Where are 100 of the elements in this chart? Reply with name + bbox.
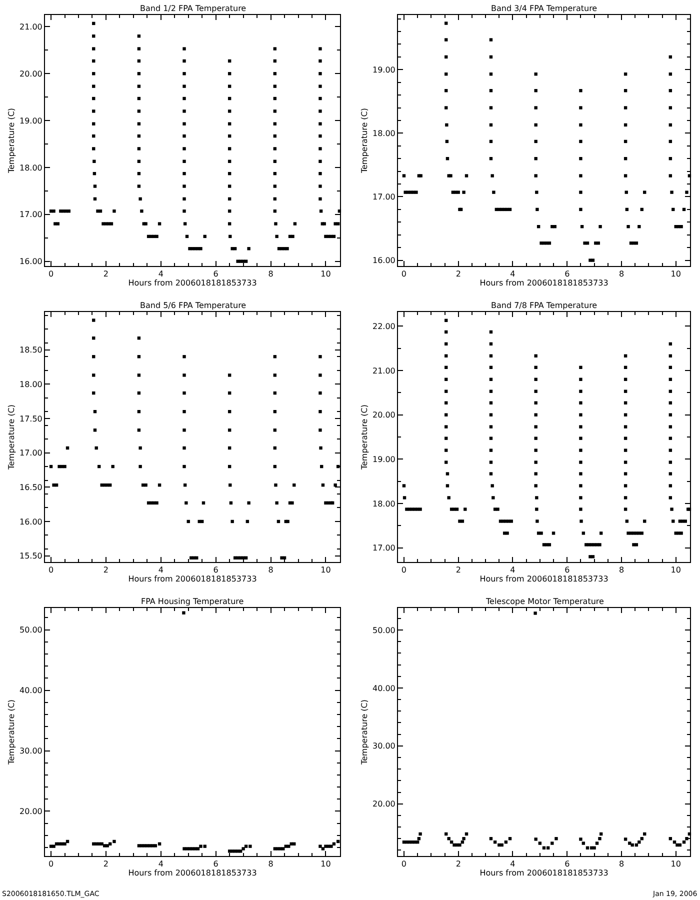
x-tick-label: 8 [268,860,274,869]
point [595,842,599,845]
y-axis-title: Temperature (C) [7,699,16,766]
point [534,612,537,615]
x-axis-title: Hours from 2006018181853733 [480,574,608,584]
point [244,844,248,848]
x-tick-label: 2 [456,270,461,279]
point [321,847,325,850]
point [282,847,285,850]
point [52,844,56,848]
y-tick-label: 16.00 [372,256,396,266]
x-axis-title: Hours from 2006018181853733 [128,868,257,878]
point [196,847,200,850]
y-tick-label: 19.00 [372,454,396,464]
x-tick-label: 6 [213,566,218,575]
chart-title: Band 3/4 FPA Temperature [491,4,598,13]
y-tick-label: 22.00 [372,322,396,331]
x-tick-label: 10 [670,860,681,869]
y-tick-label: 20.00 [372,800,396,809]
x-tick-label: 0 [401,860,407,869]
x-tick-label: 6 [564,566,570,575]
point [146,844,149,848]
x-tick-label: 4 [510,860,516,869]
point [151,844,154,848]
y-tick-label: 19.00 [19,116,42,126]
point [462,837,466,840]
x-tick-label: 0 [48,270,54,279]
y-tick-label: 18.00 [19,380,42,389]
x-axis-title: Hours from 2006018181853733 [128,574,257,584]
x-tick-label: 6 [213,270,218,279]
point [579,838,582,841]
x-tick-label: 2 [456,860,461,869]
x-tick-label: 4 [158,270,164,279]
x-tick-label: 8 [618,270,624,279]
y-axis-title: Temperature (C) [360,108,370,174]
y-tick-label: 17.00 [372,192,396,202]
x-tick-label: 0 [401,566,407,575]
point [140,844,144,848]
y-tick-label: 15.50 [19,552,42,561]
point [236,850,240,853]
x-tick-label: 10 [320,860,331,869]
y-axis-title: Temperature (C) [7,404,16,471]
x-tick-label: 4 [158,566,164,575]
y-tick-label: 50.00 [372,626,396,635]
x-tick-label: 2 [103,860,109,869]
x-axis-title: Hours from 2006018181853733 [480,278,608,288]
y-axis-title: Temperature (C) [7,108,16,174]
point [199,844,202,848]
point [242,847,245,850]
point [194,847,197,850]
y-tick-label: 17.00 [19,210,42,220]
x-tick-label: 2 [103,566,109,575]
x-tick-label: 8 [268,270,274,279]
x-tick-label: 10 [670,566,681,575]
x-tick-label: 8 [618,566,624,575]
y-axis-title: Temperature (C) [360,404,370,471]
chart-title: Telescope Motor Temperature [485,597,604,606]
y-tick-label: 19.00 [372,65,396,74]
point [550,842,554,845]
y-tick-label: 17.00 [372,544,396,553]
point [418,832,422,836]
point [248,844,252,848]
x-tick-label: 4 [510,270,516,279]
x-tick-label: 4 [510,566,516,575]
y-tick-label: 18.00 [372,128,396,138]
point [592,846,596,850]
point [598,837,602,840]
point [324,844,328,848]
x-tick-label: 6 [213,860,218,869]
x-tick-label: 2 [456,566,461,575]
point [534,838,538,841]
x-tick-label: 10 [320,270,331,279]
y-tick-label: 18.00 [19,163,42,172]
y-tick-label: 17.50 [19,414,42,424]
x-tick-label: 10 [670,270,681,279]
y-axis-title: Temperature (C) [360,699,370,766]
point [447,837,450,840]
y-tick-label: 20.00 [19,807,42,816]
x-tick-label: 8 [618,860,624,869]
chart-title: Band 1/2 FPA Temperature [140,4,246,13]
x-tick-label: 0 [48,860,54,869]
x-tick-label: 0 [401,270,407,279]
x-tick-label: 10 [320,566,331,575]
point [538,842,542,845]
x-axis-title: Hours from 2006018181853733 [480,868,608,878]
point [628,842,632,845]
point [230,850,234,853]
x-tick-label: 8 [268,566,274,575]
point [112,840,116,844]
point [188,847,192,850]
x-tick-label: 2 [103,270,109,279]
y-tick-label: 16.50 [19,482,42,492]
point [103,844,106,848]
point [106,844,109,848]
point [154,844,158,848]
x-tick-label: 6 [564,860,570,869]
point [238,850,242,853]
chart-title: FPA Housing Temperature [141,597,244,606]
y-tick-label: 50.00 [19,626,42,635]
point [638,840,641,844]
